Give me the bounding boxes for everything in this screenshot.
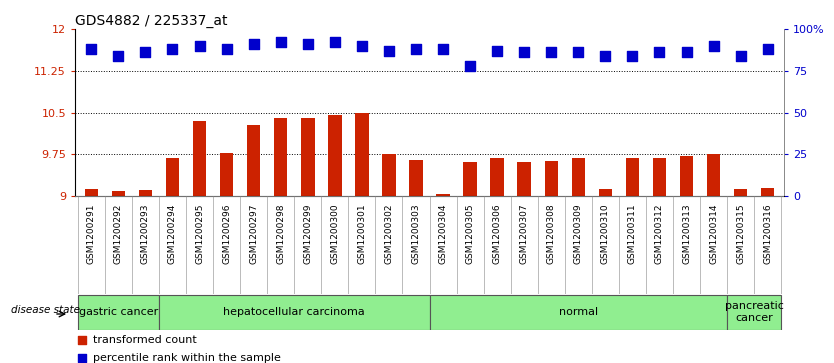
Bar xyxy=(517,162,531,196)
Bar xyxy=(301,118,314,196)
Text: hepatocellular carcinoma: hepatocellular carcinoma xyxy=(224,307,365,317)
Point xyxy=(355,43,369,49)
Bar xyxy=(734,189,747,196)
Text: GSM1200302: GSM1200302 xyxy=(384,204,394,264)
Point xyxy=(84,46,98,52)
Text: percentile rank within the sample: percentile rank within the sample xyxy=(93,353,281,363)
Bar xyxy=(328,115,342,196)
Text: GSM1200303: GSM1200303 xyxy=(411,204,420,265)
Text: GSM1200298: GSM1200298 xyxy=(276,204,285,264)
Bar xyxy=(112,191,125,196)
Point xyxy=(436,46,450,52)
Point xyxy=(626,53,639,59)
Bar xyxy=(680,156,693,196)
Point xyxy=(382,48,395,54)
Text: GSM1200308: GSM1200308 xyxy=(547,204,555,265)
Text: GSM1200301: GSM1200301 xyxy=(357,204,366,265)
FancyBboxPatch shape xyxy=(78,295,159,330)
Point xyxy=(112,53,125,59)
Text: GSM1200316: GSM1200316 xyxy=(763,204,772,265)
Point xyxy=(490,48,504,54)
Bar xyxy=(490,158,504,196)
FancyBboxPatch shape xyxy=(727,295,781,330)
Point xyxy=(680,49,693,55)
Point xyxy=(707,43,721,49)
FancyBboxPatch shape xyxy=(430,295,727,330)
Point xyxy=(761,46,775,52)
Bar xyxy=(84,189,98,196)
Point xyxy=(328,40,341,45)
Bar xyxy=(707,154,721,196)
Text: GSM1200315: GSM1200315 xyxy=(736,204,745,265)
Point xyxy=(653,49,666,55)
Point xyxy=(166,46,179,52)
Point xyxy=(571,49,585,55)
Point xyxy=(193,43,206,49)
Text: GSM1200313: GSM1200313 xyxy=(682,204,691,265)
Point xyxy=(464,63,477,69)
Point xyxy=(545,49,558,55)
Text: GSM1200292: GSM1200292 xyxy=(114,204,123,264)
Text: GSM1200296: GSM1200296 xyxy=(222,204,231,264)
Bar xyxy=(545,161,558,196)
Point xyxy=(75,337,88,343)
FancyBboxPatch shape xyxy=(159,295,430,330)
Bar xyxy=(220,152,234,196)
Point xyxy=(301,41,314,47)
Text: GSM1200314: GSM1200314 xyxy=(709,204,718,264)
Bar xyxy=(138,191,152,196)
Text: GSM1200293: GSM1200293 xyxy=(141,204,150,264)
Bar xyxy=(247,125,260,196)
Text: gastric cancer: gastric cancer xyxy=(78,307,158,317)
Text: GSM1200299: GSM1200299 xyxy=(304,204,312,264)
Text: GSM1200294: GSM1200294 xyxy=(168,204,177,264)
Point xyxy=(599,53,612,59)
Point xyxy=(518,49,531,55)
Point xyxy=(75,355,88,361)
Bar xyxy=(193,121,206,196)
Text: normal: normal xyxy=(559,307,598,317)
Bar xyxy=(166,158,179,196)
Text: GSM1200291: GSM1200291 xyxy=(87,204,96,264)
Text: GSM1200297: GSM1200297 xyxy=(249,204,259,264)
Bar xyxy=(436,194,450,196)
Text: GSM1200310: GSM1200310 xyxy=(600,204,610,265)
Point xyxy=(220,46,234,52)
Text: GSM1200307: GSM1200307 xyxy=(520,204,529,265)
Bar xyxy=(464,162,477,196)
Bar xyxy=(274,118,288,196)
Text: GSM1200305: GSM1200305 xyxy=(465,204,475,265)
Text: GSM1200312: GSM1200312 xyxy=(655,204,664,264)
Point xyxy=(138,49,152,55)
Text: GSM1200300: GSM1200300 xyxy=(330,204,339,265)
Text: GSM1200306: GSM1200306 xyxy=(493,204,502,265)
Point xyxy=(247,41,260,47)
Bar xyxy=(653,158,666,196)
Point xyxy=(409,46,423,52)
Bar xyxy=(761,188,775,196)
Text: GSM1200295: GSM1200295 xyxy=(195,204,204,264)
Bar xyxy=(599,189,612,196)
Text: GDS4882 / 225337_at: GDS4882 / 225337_at xyxy=(75,14,228,28)
Bar xyxy=(571,158,585,196)
Text: GSM1200304: GSM1200304 xyxy=(439,204,448,264)
Text: transformed count: transformed count xyxy=(93,335,197,345)
Bar xyxy=(409,160,423,196)
Bar xyxy=(382,154,395,196)
Bar xyxy=(626,158,639,196)
Bar xyxy=(355,113,369,196)
Text: disease state: disease state xyxy=(12,305,80,315)
Text: pancreatic
cancer: pancreatic cancer xyxy=(725,301,784,323)
Text: GSM1200309: GSM1200309 xyxy=(574,204,583,265)
Point xyxy=(274,40,288,45)
Text: GSM1200311: GSM1200311 xyxy=(628,204,637,265)
Point xyxy=(734,53,747,59)
